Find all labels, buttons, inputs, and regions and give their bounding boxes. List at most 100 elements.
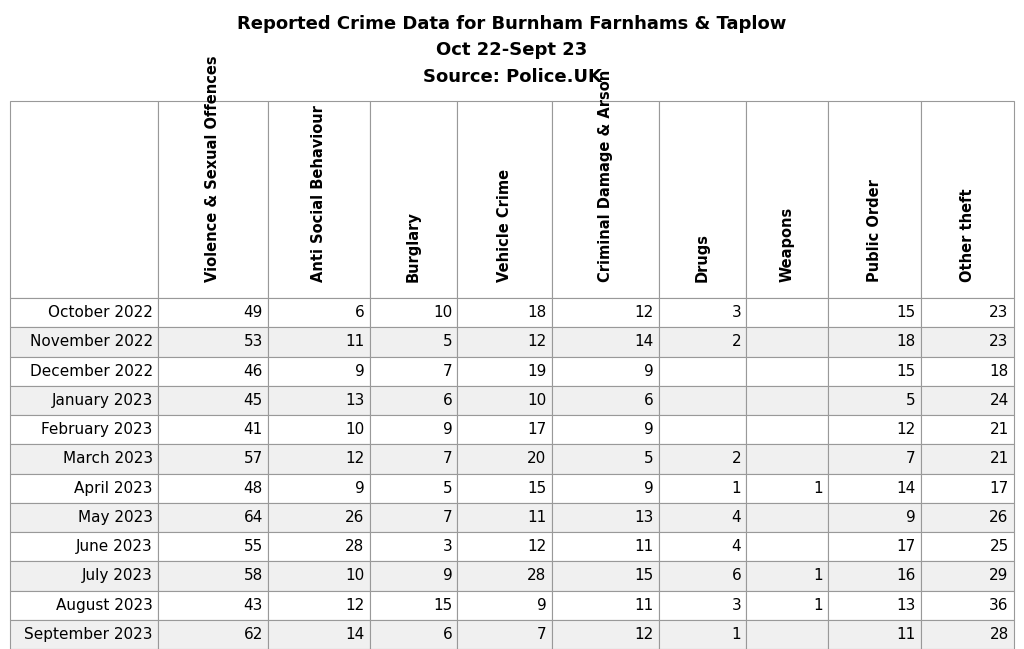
Text: 24: 24 [989, 393, 1009, 408]
Text: 13: 13 [634, 510, 653, 525]
Text: 9: 9 [644, 422, 653, 437]
Bar [458, 298, 552, 327]
Text: 28: 28 [345, 539, 365, 554]
Text: Violence & Sexual Offences: Violence & Sexual Offences [206, 56, 220, 282]
Text: 28: 28 [989, 627, 1009, 642]
Bar [658, 474, 746, 503]
Bar [158, 503, 268, 532]
Text: 15: 15 [896, 305, 915, 320]
Bar [746, 415, 827, 445]
Bar [158, 445, 268, 474]
Text: 26: 26 [345, 510, 365, 525]
Bar [458, 445, 552, 474]
Text: 7: 7 [442, 452, 453, 467]
Text: 57: 57 [244, 452, 263, 467]
Bar [10, 445, 158, 474]
Text: June 2023: June 2023 [76, 539, 153, 554]
Bar [827, 591, 921, 620]
Text: 28: 28 [527, 569, 547, 583]
Bar [458, 474, 552, 503]
Text: 11: 11 [634, 598, 653, 613]
Bar [458, 386, 552, 415]
Bar [552, 445, 658, 474]
Text: April 2023: April 2023 [75, 481, 153, 496]
Text: 6: 6 [442, 627, 453, 642]
Text: 41: 41 [244, 422, 263, 437]
Text: 6: 6 [731, 569, 741, 583]
Text: 17: 17 [989, 481, 1009, 496]
Bar [658, 591, 746, 620]
Text: September 2023: September 2023 [25, 627, 153, 642]
Text: 18: 18 [527, 305, 547, 320]
Bar [827, 415, 921, 445]
Bar [268, 445, 370, 474]
Bar [370, 101, 458, 298]
Text: 12: 12 [527, 334, 547, 349]
Bar [746, 474, 827, 503]
Text: 19: 19 [527, 363, 547, 378]
Bar [827, 474, 921, 503]
Text: 11: 11 [634, 539, 653, 554]
Bar [370, 298, 458, 327]
Bar [10, 356, 158, 386]
Text: 3: 3 [731, 305, 741, 320]
Text: 1: 1 [813, 569, 822, 583]
Text: February 2023: February 2023 [41, 422, 153, 437]
Bar [658, 101, 746, 298]
Bar [370, 415, 458, 445]
Bar [158, 356, 268, 386]
Bar [746, 327, 827, 356]
Text: 25: 25 [989, 539, 1009, 554]
Bar [746, 356, 827, 386]
Text: 11: 11 [345, 334, 365, 349]
Bar [268, 503, 370, 532]
Bar [658, 386, 746, 415]
Text: 14: 14 [345, 627, 365, 642]
Text: 49: 49 [244, 305, 263, 320]
Text: May 2023: May 2023 [78, 510, 153, 525]
Text: 7: 7 [906, 452, 915, 467]
Text: 48: 48 [244, 481, 263, 496]
Text: Other theft: Other theft [959, 189, 975, 282]
Bar [10, 503, 158, 532]
Text: 20: 20 [527, 452, 547, 467]
Bar [746, 532, 827, 561]
Text: 4: 4 [731, 510, 741, 525]
Bar [552, 356, 658, 386]
Text: 21: 21 [989, 452, 1009, 467]
Text: 12: 12 [345, 598, 365, 613]
Bar [370, 386, 458, 415]
Text: 2: 2 [731, 334, 741, 349]
Text: 53: 53 [244, 334, 263, 349]
Text: 12: 12 [634, 305, 653, 320]
Bar [268, 415, 370, 445]
Text: 10: 10 [345, 569, 365, 583]
Text: 9: 9 [355, 363, 365, 378]
Bar [658, 356, 746, 386]
Bar [370, 503, 458, 532]
Bar [746, 298, 827, 327]
Bar [827, 532, 921, 561]
Bar [370, 445, 458, 474]
Bar [827, 445, 921, 474]
Bar [158, 327, 268, 356]
Text: July 2023: July 2023 [82, 569, 153, 583]
Text: 29: 29 [989, 569, 1009, 583]
Text: 7: 7 [537, 627, 547, 642]
Bar [458, 503, 552, 532]
Bar [268, 386, 370, 415]
Bar [921, 101, 1014, 298]
Bar [658, 298, 746, 327]
Text: 12: 12 [345, 452, 365, 467]
Bar [268, 561, 370, 591]
Text: Public Order: Public Order [866, 179, 882, 282]
Bar [10, 415, 158, 445]
Bar [827, 503, 921, 532]
Bar [827, 356, 921, 386]
Bar [158, 474, 268, 503]
Bar [370, 532, 458, 561]
Bar [921, 327, 1014, 356]
Bar [658, 445, 746, 474]
Bar [552, 101, 658, 298]
Text: 5: 5 [644, 452, 653, 467]
